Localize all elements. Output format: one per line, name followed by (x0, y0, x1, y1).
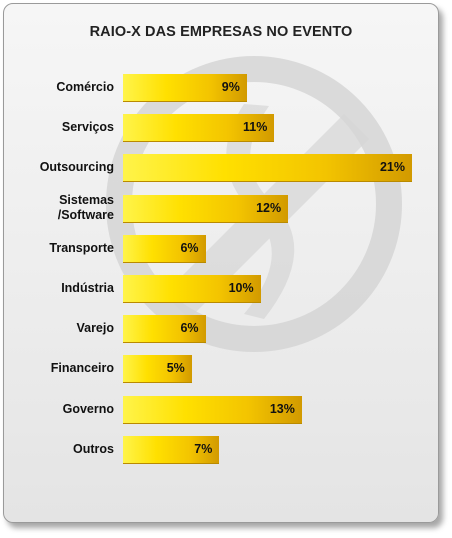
bar: 13% (123, 395, 302, 424)
bar-chart: Comércio 9% Serviços 11% Outsourcing 21% Siste… (4, 4, 438, 522)
bar: 5% (123, 355, 192, 384)
value-label: 10% (228, 281, 254, 295)
chart-card: RAIO-X DAS EMPRESAS NO EVENTO Comércio 9%… (3, 3, 439, 523)
bar: 9% (123, 74, 247, 102)
bar: 6% (123, 234, 206, 263)
bar: 6% (123, 315, 206, 344)
value-label: 21% (379, 160, 405, 175)
value-label: 12% (256, 200, 282, 215)
value-label: 6% (180, 321, 199, 336)
category-label: Governo (62, 401, 114, 416)
value-label: 5% (166, 361, 185, 376)
chart-title: RAIO-X DAS EMPRESAS NO EVENTO (89, 24, 353, 40)
category-label: Financeiro (50, 361, 114, 376)
bar: 12% (123, 194, 289, 223)
bar: 10% (123, 275, 261, 303)
category-label: Comércio (56, 80, 114, 94)
value-label: 11% (243, 120, 268, 135)
value-label: 9% (221, 80, 240, 94)
bar: 7% (123, 435, 220, 464)
bar: 21% (123, 154, 412, 183)
category-label: Outros (73, 441, 114, 456)
category-label: Serviços (61, 120, 114, 135)
value-label: 7% (194, 441, 213, 456)
category-label: Indústria (61, 281, 114, 295)
bar: 11% (123, 114, 275, 143)
category-label: Transporte (49, 240, 114, 255)
value-label: 6% (180, 240, 199, 255)
value-label: 13% (269, 401, 295, 416)
category-label: Sistemas/Software (57, 193, 114, 223)
category-label: Varejo (76, 321, 114, 336)
category-label: Outsourcing (39, 160, 114, 175)
